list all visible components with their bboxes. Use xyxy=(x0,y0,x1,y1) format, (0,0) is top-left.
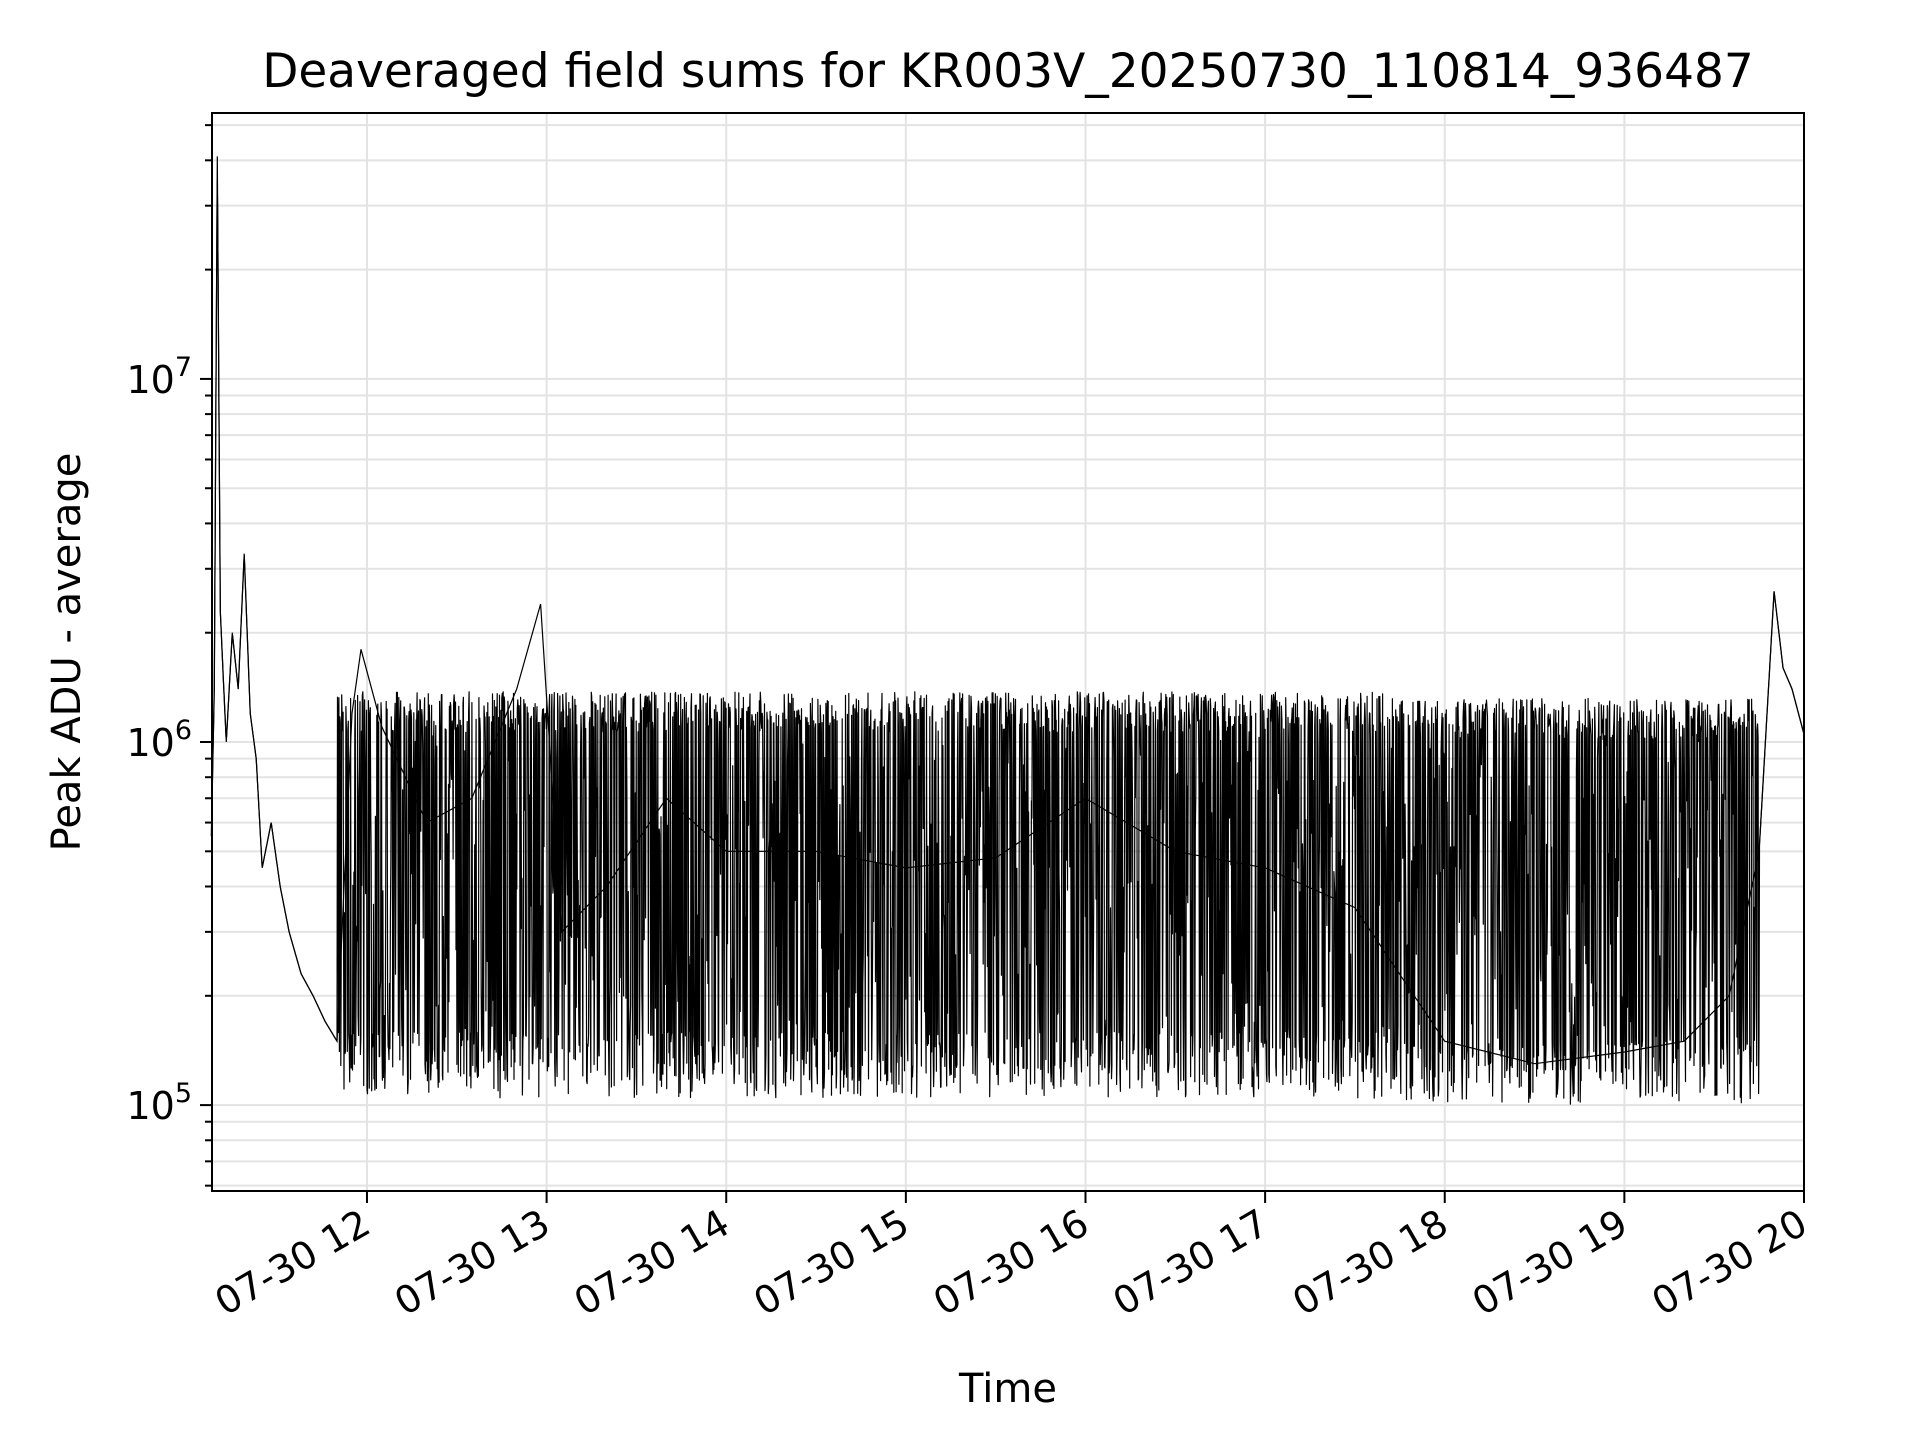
y-tick-base: 10 xyxy=(126,721,174,765)
y-tick-label: 106 xyxy=(126,715,192,765)
y-tick-exponent: 5 xyxy=(175,1078,192,1109)
y-tick-exponent: 6 xyxy=(175,715,192,746)
y-tick-label: 107 xyxy=(126,352,192,402)
chart-title: Deaveraged field sums for KR003V_2025073… xyxy=(262,44,1754,99)
y-tick-base: 10 xyxy=(126,358,174,402)
y-tick-label: 105 xyxy=(126,1078,192,1128)
y-tick-exponent: 7 xyxy=(175,352,192,383)
y-tick-base: 10 xyxy=(126,1084,174,1128)
x-axis-label: Time xyxy=(958,1366,1057,1412)
plot-frame xyxy=(211,112,1805,1192)
series-line xyxy=(211,180,1805,1105)
y-axis-label: Peak ADU - average xyxy=(44,453,90,852)
series-line-trend xyxy=(210,156,1805,1065)
data-series xyxy=(210,156,1805,1105)
